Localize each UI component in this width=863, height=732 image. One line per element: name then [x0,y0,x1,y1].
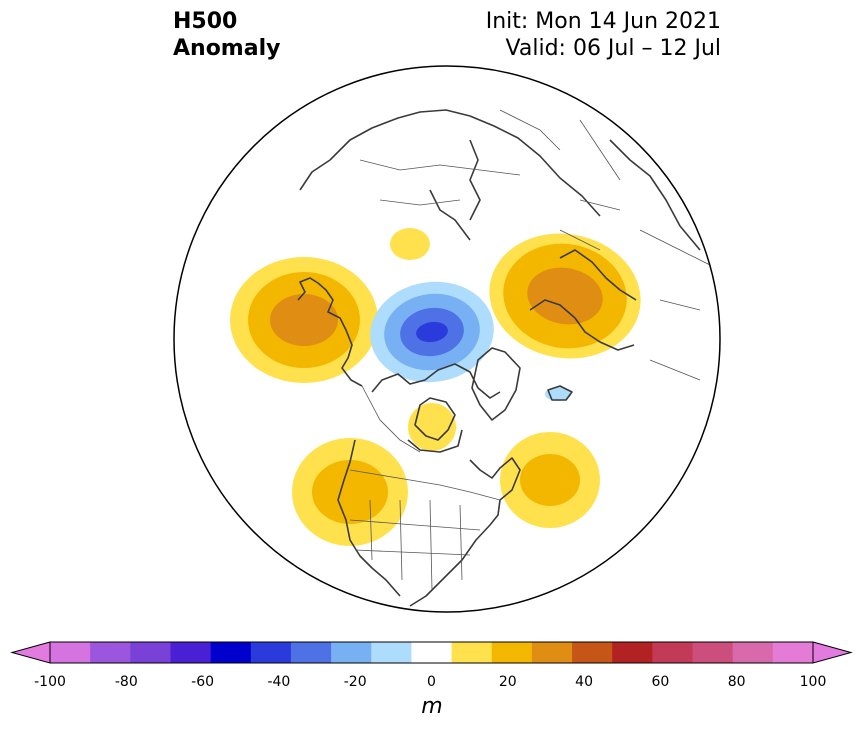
map-boundary-circle [173,65,721,613]
colorbar-cell [572,642,613,663]
colorbar-cell [90,642,131,663]
anomaly-contour-level [416,321,448,343]
colorbar-tick-label: 0 [427,674,436,690]
anomaly-contour-level [408,403,456,451]
colorbar-under-arrow [10,641,51,664]
polar-map [173,65,721,613]
anomaly-northeast-na [500,432,600,528]
colorbar-tick-label: 60 [651,674,670,690]
colorbar-cell [491,642,533,663]
title-h500: H500 [173,9,238,34]
anomaly-arctic-low [370,281,494,383]
colorbar-cell [331,642,372,663]
anomaly-contour-level [520,454,580,506]
colorbar-cell [50,642,91,663]
anomaly-fields [230,228,641,546]
colorbar-cell [772,642,814,663]
colorbar-tick-label: 80 [727,674,746,690]
colorbar-cell [130,642,172,663]
colorbar-cell [531,642,573,663]
anomaly-contour-level [527,267,603,325]
anomaly-contour-level [270,294,338,346]
colorbar-cell [732,642,774,663]
title-anomaly: Anomaly [173,36,281,61]
colorbar-cells [50,642,814,663]
colorbar-tick-label: -40 [267,674,291,690]
colorbar-cell [250,642,292,663]
political-borders [349,109,720,591]
colorbar-tick-label: 20 [498,674,517,690]
colorbar-cell [612,642,653,663]
anomaly-east-siberian [390,228,430,260]
chart-title-right: Init: Mon 14 Jun 2021 Valid: 06 Jul – 12… [486,8,721,62]
colorbar-cell [451,642,493,663]
anomaly-hudson-bay [408,403,456,451]
anomaly-contour-level [312,460,388,524]
colorbar-cell [411,642,453,663]
chart-title-left: H500 Anomaly [173,8,280,62]
colorbar-unit: m [421,694,443,719]
colorbar-tick-label: -20 [343,674,367,690]
colorbar-tick-label: -100 [34,674,66,690]
colorbar-cell [692,642,734,663]
colorbar-tick-label: -60 [191,674,215,690]
anomaly-north-pacific [230,257,378,383]
colorbar-cell [652,642,694,663]
colorbar-frame [49,641,814,664]
anomaly-northwest-na [292,438,408,546]
coastlines [297,99,701,607]
colorbar-cell [210,642,252,663]
colorbar-cell [170,642,212,663]
anomaly-western-russia [489,233,641,359]
colorbar-cell [371,642,413,663]
colorbar-cell [290,642,332,663]
colorbar-tick-label: 40 [575,674,594,690]
anomaly-contour-level [390,228,430,260]
valid-range: Valid: 06 Jul – 12 Jul [505,36,721,61]
init-date: Init: Mon 14 Jun 2021 [485,9,721,34]
colorbar-over-arrow [812,641,853,664]
colorbar-tick-label: 100 [799,674,827,690]
colorbar-tick-label: -80 [114,674,138,690]
